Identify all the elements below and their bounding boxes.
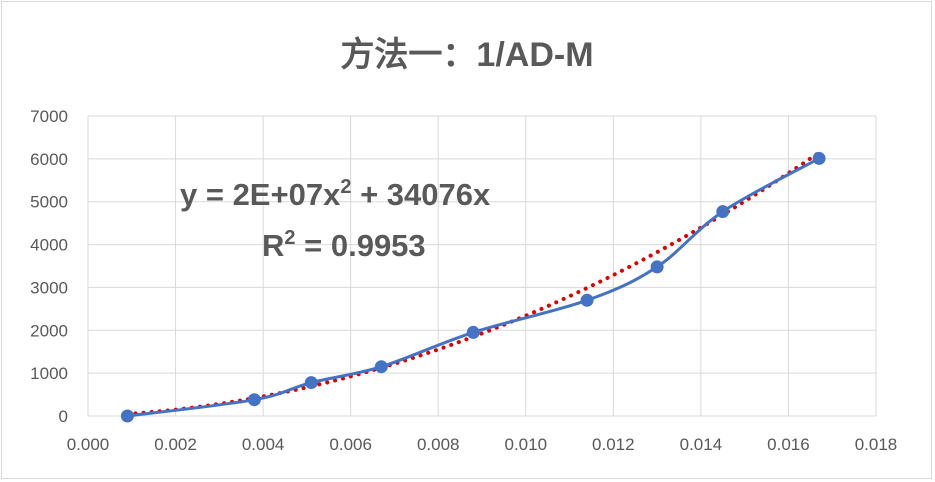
data-point bbox=[374, 360, 388, 374]
data-point bbox=[580, 293, 594, 307]
x-tick-label: 0.018 bbox=[855, 435, 898, 454]
x-tick-label: 0.014 bbox=[680, 435, 723, 454]
x-tick-label: 0.012 bbox=[592, 435, 635, 454]
y-tick-label: 3000 bbox=[30, 278, 68, 297]
y-tick-label: 2000 bbox=[30, 321, 68, 340]
x-axis-ticks: 0.000 0.002 0.004 0.006 0.008 0.010 0.012 0.014… bbox=[67, 435, 898, 454]
gridlines bbox=[87, 115, 877, 417]
x-tick-label: 0.008 bbox=[417, 435, 460, 454]
y-axis-ticks: 0 1000 2000 3000 4000 5000 6000 7000 bbox=[30, 107, 68, 426]
data-point bbox=[716, 205, 730, 219]
data-point bbox=[304, 376, 318, 390]
x-tick-label: 0.004 bbox=[242, 435, 285, 454]
y-tick-label: 1000 bbox=[30, 364, 68, 383]
data-point bbox=[650, 260, 664, 274]
x-tick-label: 0.002 bbox=[154, 435, 197, 454]
x-tick-label: 0.010 bbox=[505, 435, 548, 454]
y-tick-label: 5000 bbox=[30, 193, 68, 212]
y-tick-label: 4000 bbox=[30, 236, 68, 255]
trendline-equation: y = 2E+07x2 + 34076x bbox=[180, 176, 491, 212]
data-point bbox=[247, 393, 261, 407]
data-point bbox=[466, 325, 480, 339]
plot-area bbox=[120, 150, 826, 423]
x-tick-label: 0.016 bbox=[767, 435, 810, 454]
y-tick-label: 6000 bbox=[30, 150, 68, 169]
data-point bbox=[120, 409, 134, 423]
data-point bbox=[812, 151, 826, 165]
x-tick-label: 0.006 bbox=[329, 435, 372, 454]
y-tick-label: 0 bbox=[59, 407, 68, 426]
chart-title: 方法一：1/AD-M bbox=[340, 36, 593, 74]
x-tick-label: 0.000 bbox=[67, 435, 110, 454]
r-squared-label: R2 = 0.9953 bbox=[262, 227, 426, 263]
y-tick-label: 7000 bbox=[30, 107, 68, 126]
